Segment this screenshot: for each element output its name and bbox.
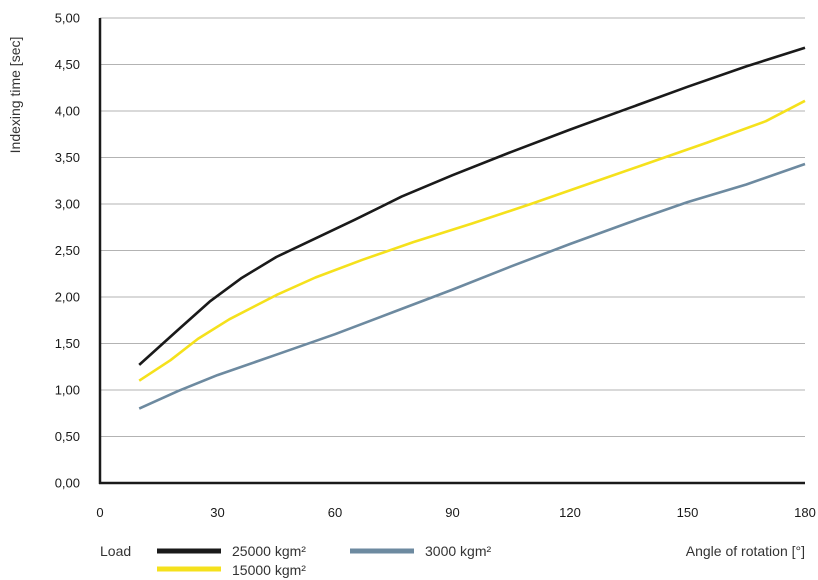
series-lines <box>139 48 805 409</box>
legend-label-15000: 15000 kgm² <box>232 562 306 578</box>
axes <box>99 18 805 484</box>
series-line-25000 <box>139 48 805 365</box>
series-line-3000 <box>139 164 805 409</box>
x-tick-label: 120 <box>559 505 581 520</box>
y-tick-label: 0,00 <box>55 476 80 491</box>
x-tick-label: 180 <box>794 505 816 520</box>
legend-title: Load <box>100 543 131 559</box>
y-axis-title: Indexing time [sec] <box>7 37 23 154</box>
y-tick-label: 3,00 <box>55 197 80 212</box>
y-tick-label: 3,50 <box>55 150 80 165</box>
x-tick-label: 150 <box>677 505 699 520</box>
y-tick-label: 5,00 <box>55 11 80 26</box>
y-tick-label: 1,50 <box>55 336 80 351</box>
x-tick-labels: 0 30 60 90 120 150 180 <box>96 505 815 520</box>
legend: Load 25000 kgm² 3000 kgm² 15000 kgm² <box>100 543 491 578</box>
legend-label-3000: 3000 kgm² <box>425 543 491 559</box>
x-axis-title: Angle of rotation [°] <box>686 543 805 559</box>
y-tick-label: 0,50 <box>55 429 80 444</box>
y-tick-label: 1,00 <box>55 383 80 398</box>
x-tick-label: 30 <box>210 505 224 520</box>
y-tick-labels: 0,00 0,50 1,00 1,50 2,00 2,50 3,00 3,50 4,00 4,50… <box>55 11 80 491</box>
series-line-15000 <box>139 101 805 381</box>
y-tick-label: 2,00 <box>55 290 80 305</box>
y-tick-label: 4,00 <box>55 104 80 119</box>
y-tick-label: 2,50 <box>55 243 80 258</box>
gridlines <box>100 18 805 437</box>
y-tick-label: 4,50 <box>55 57 80 72</box>
x-tick-label: 60 <box>328 505 342 520</box>
x-tick-label: 0 <box>96 505 103 520</box>
legend-label-25000: 25000 kgm² <box>232 543 306 559</box>
x-tick-label: 90 <box>445 505 459 520</box>
